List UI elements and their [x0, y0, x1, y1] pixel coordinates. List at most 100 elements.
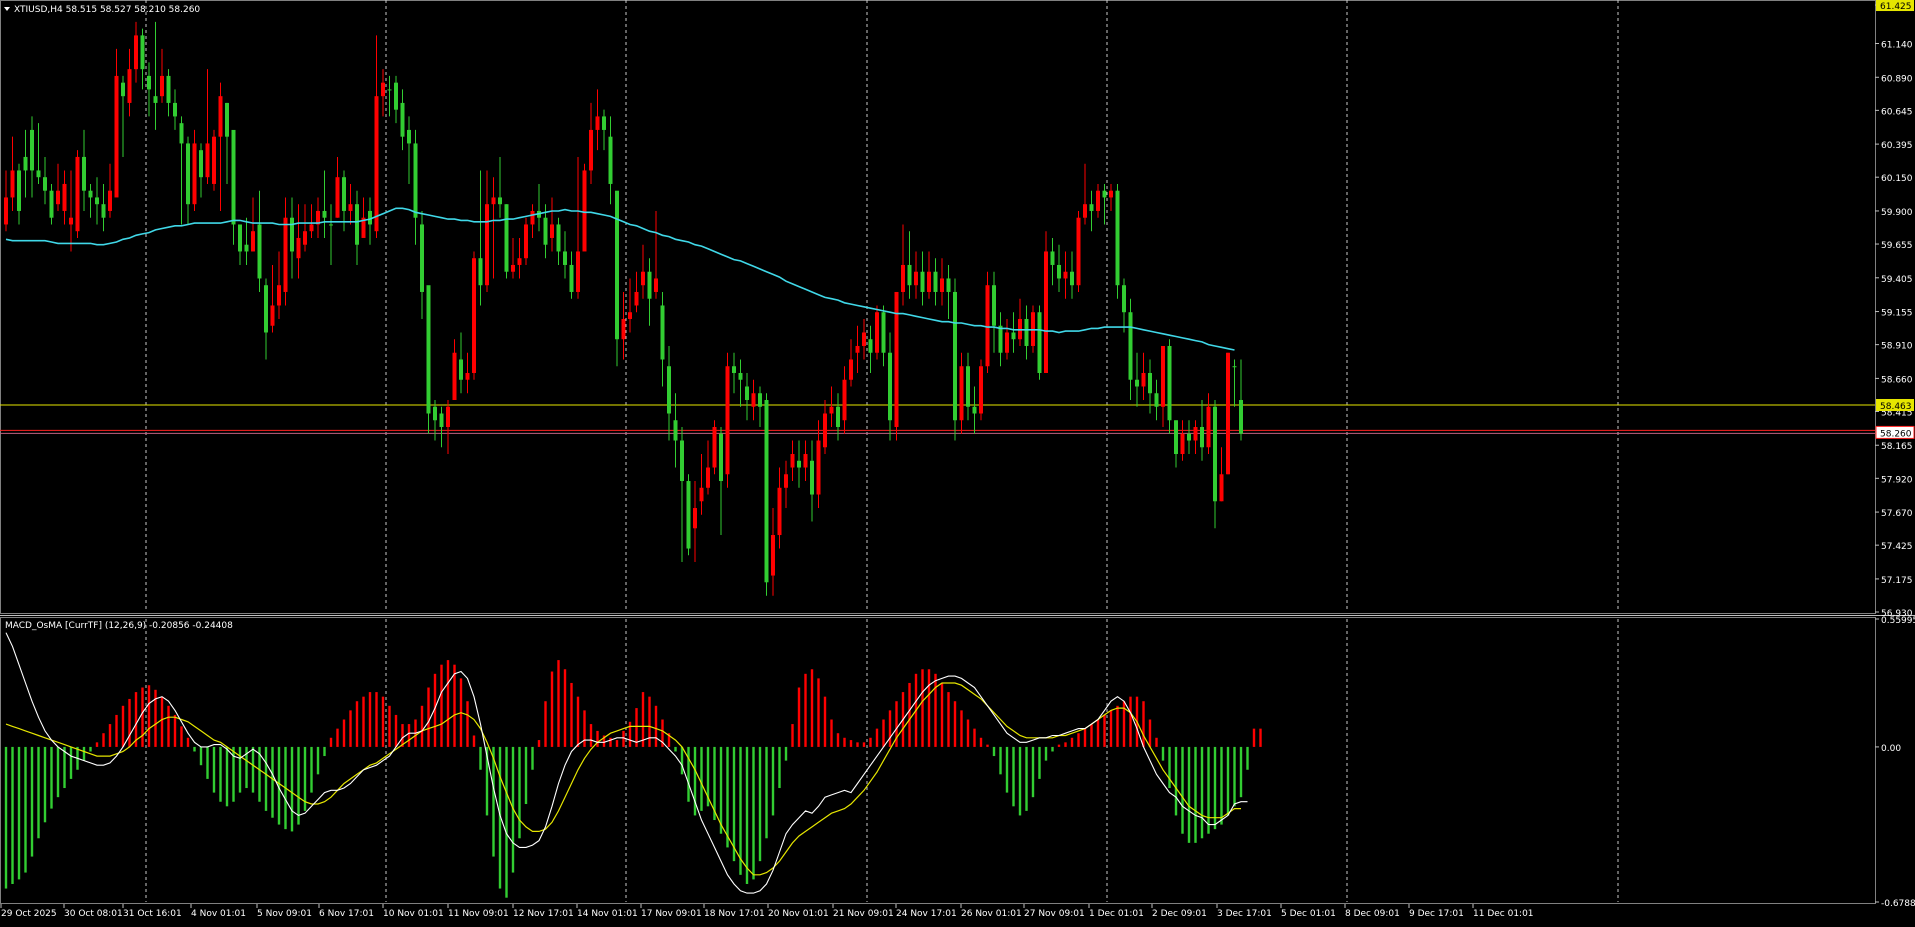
price-tick-label: 58.415 — [1881, 408, 1913, 418]
candle-body — [62, 183, 67, 211]
candle-body — [764, 399, 769, 583]
top-price-badge-label: 61.425 — [1880, 2, 1912, 12]
osma-bar — [271, 746, 274, 818]
candle-body — [1076, 217, 1081, 286]
candle-body — [888, 352, 892, 421]
candle-body — [485, 204, 489, 286]
candle-body — [316, 210, 320, 225]
candle-body — [836, 406, 840, 428]
candle-body — [719, 433, 723, 482]
candle-body — [413, 143, 418, 218]
osma-bar — [82, 746, 86, 761]
osma-bar — [531, 746, 534, 770]
price-tick-label: 59.155 — [1881, 309, 1913, 319]
osma-bar — [472, 735, 476, 747]
candle-body — [49, 190, 54, 218]
candle-body — [777, 487, 782, 536]
osma-bar — [940, 682, 944, 747]
osma-bar — [576, 696, 580, 747]
candle-body — [348, 204, 353, 211]
osma-bar — [648, 696, 651, 747]
candle-body — [1122, 285, 1126, 313]
candle-body — [1005, 332, 1009, 353]
osma-bar — [524, 746, 528, 805]
osma-bar — [810, 669, 814, 747]
candle-body — [1050, 251, 1055, 265]
price-tick-label: 58.165 — [1881, 442, 1913, 452]
candle-body — [1115, 190, 1120, 286]
candle-body — [257, 224, 262, 279]
osma-bar — [4, 746, 8, 889]
price-tick-label: 60.890 — [1881, 74, 1913, 84]
osma-bar — [1174, 746, 1178, 816]
candle-body — [439, 413, 444, 428]
candle-body — [823, 413, 827, 448]
time-tick-label: 5 Nov 09:01 — [257, 909, 312, 919]
osma-bar — [193, 746, 196, 752]
candle-body — [940, 278, 944, 292]
candle-body — [192, 143, 197, 205]
current-price-label: 58.260 — [1880, 429, 1912, 439]
osma-bar — [433, 673, 437, 747]
osma-bar — [680, 746, 684, 775]
candle-body — [160, 75, 164, 97]
time-tick-label: 10 Nov 01:01 — [383, 909, 444, 919]
osma-bar — [238, 746, 242, 793]
osma-bar — [30, 746, 34, 857]
osma-bar — [264, 746, 268, 811]
candle-body — [1239, 399, 1243, 434]
candle-body — [1232, 366, 1237, 368]
candle-body — [628, 312, 632, 319]
macd-line — [5, 632, 1248, 894]
candle-body — [140, 35, 145, 70]
osma-bar — [1207, 746, 1210, 834]
candle-body — [745, 386, 749, 400]
osma-bar — [1070, 737, 1074, 747]
osma-bar — [427, 687, 430, 747]
osma-bar — [128, 698, 131, 747]
osma-bar — [934, 673, 937, 747]
candle-body — [1148, 372, 1152, 394]
time-tick-label: 14 Nov 01:01 — [577, 909, 638, 919]
osma-bar — [719, 746, 723, 834]
candle-body — [1193, 427, 1198, 441]
osma-bar — [518, 746, 521, 839]
candle-body — [374, 96, 379, 232]
candle-body — [660, 305, 665, 360]
candle-body — [23, 156, 28, 171]
osma-bar — [63, 746, 66, 789]
osma-bar — [1122, 701, 1126, 747]
osma-bar — [1025, 746, 1028, 811]
candle-body — [1154, 393, 1159, 407]
candle-body — [147, 75, 151, 90]
osma-bar — [1148, 719, 1152, 747]
osma-bar — [401, 724, 404, 747]
candle-body — [426, 285, 431, 414]
osma-bar — [1090, 724, 1093, 747]
osma-bar — [1187, 746, 1191, 843]
osma-bar — [1155, 737, 1158, 747]
candle-body — [907, 264, 912, 286]
osma-bar — [1012, 746, 1015, 807]
candle-body — [706, 467, 710, 488]
candle-body — [290, 217, 294, 252]
candle-body — [218, 96, 223, 137]
candle-body — [472, 258, 476, 373]
osma-bar — [563, 669, 567, 747]
osma-bar — [1259, 728, 1262, 747]
osma-bar — [1038, 746, 1041, 779]
osma-bar — [674, 746, 677, 752]
osma-bar — [186, 737, 190, 747]
price-tick-label: 59.405 — [1881, 275, 1913, 285]
osma-bar — [446, 660, 450, 747]
candle-body — [712, 427, 717, 468]
osma-bar — [537, 740, 541, 747]
osma-bar — [323, 746, 326, 757]
osc-pane-border — [0, 617, 1876, 904]
time-tick-label: 11 Nov 09:01 — [448, 909, 509, 919]
candle-body — [407, 129, 411, 144]
candle-body — [335, 177, 340, 218]
